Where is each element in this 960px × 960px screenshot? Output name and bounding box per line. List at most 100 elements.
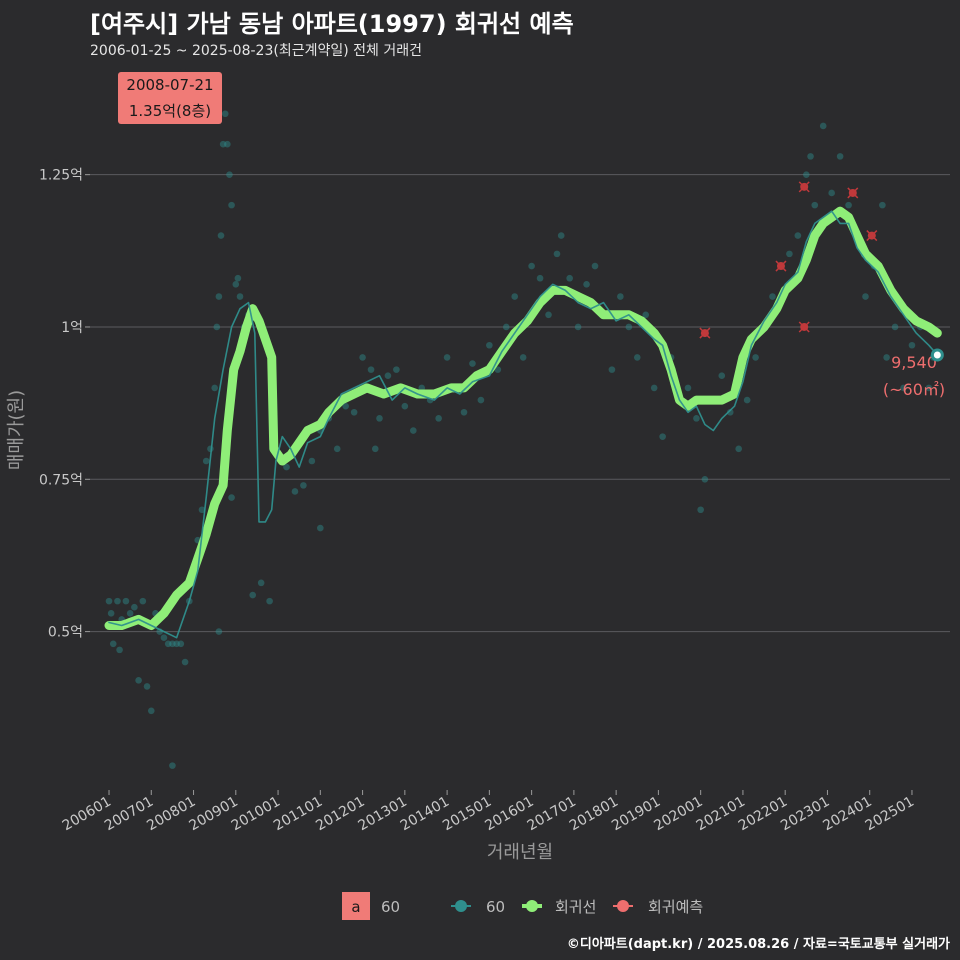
scatter-point xyxy=(198,506,206,514)
x-axis-title: 거래년월 xyxy=(487,842,553,863)
scatter-point xyxy=(769,293,776,300)
legend-regression-icon xyxy=(526,900,538,912)
scatter-point xyxy=(625,323,633,331)
max-annotation-price: 1.35억(8층) xyxy=(129,102,211,120)
scatter-point xyxy=(359,354,366,361)
scatter-point xyxy=(494,366,502,373)
scatter-point xyxy=(234,274,242,282)
scatter-point xyxy=(147,707,155,715)
scatter-point xyxy=(211,384,218,392)
scatter-point xyxy=(900,384,907,392)
x-axis-ticks: 2006012007012008012009012010012011012012… xyxy=(60,790,917,834)
scatter-point xyxy=(342,402,349,410)
scatter-point xyxy=(202,457,210,465)
scatter-point xyxy=(591,262,599,270)
scatter-point xyxy=(684,384,692,392)
scatter-point xyxy=(486,341,493,349)
scatter-point xyxy=(786,250,793,258)
scatter-points xyxy=(105,110,937,769)
last-transaction-point xyxy=(930,348,944,362)
scatter-point xyxy=(376,415,383,422)
legend-prediction-label: 회귀예측 xyxy=(648,898,703,916)
scatter-point xyxy=(583,281,590,288)
scatter-point xyxy=(511,293,519,300)
scatter-point xyxy=(519,354,527,361)
scatter-point xyxy=(828,189,835,197)
max-annotation-box xyxy=(118,72,222,124)
annotations: 2008-07-21 1.35억(8층) 9,540 (~60㎡) xyxy=(118,72,945,399)
scatter-point xyxy=(236,293,244,300)
scatter-point xyxy=(807,153,814,160)
scatter-point xyxy=(803,171,810,178)
source-caption: ©디아파트(dapt.kr) / 2025.08.26 / 자료=국토교통부 실… xyxy=(566,937,950,952)
scatter-point xyxy=(735,445,742,453)
y-axis-ticks: 0.5억 0.75억 1억 1.25억 xyxy=(39,168,90,641)
scatter-point xyxy=(219,140,227,148)
scatter-point xyxy=(794,232,802,239)
scatter-point xyxy=(164,640,172,648)
scatter-point xyxy=(862,293,869,300)
scatter-point xyxy=(114,597,121,605)
scatter-point xyxy=(819,122,827,130)
prediction-cross-mark xyxy=(847,187,859,199)
scatter-point xyxy=(283,463,290,471)
scatter-point xyxy=(169,640,176,648)
scatter-point xyxy=(659,433,666,440)
series-lines xyxy=(104,206,942,639)
scatter-point xyxy=(566,274,573,282)
scatter-point xyxy=(845,201,852,209)
prediction-points xyxy=(699,181,878,339)
legend-regression-label: 회귀선 xyxy=(555,898,596,916)
legend-area-label: 60 xyxy=(381,898,400,916)
scatter-point xyxy=(752,354,759,361)
scatter-point xyxy=(131,603,138,611)
scatter-point xyxy=(139,597,147,605)
x-tick-label: 202501 xyxy=(863,794,917,835)
scatter-point xyxy=(224,140,231,148)
scatter-point xyxy=(126,610,134,617)
scatter-point xyxy=(300,482,307,489)
scatter-point xyxy=(401,402,409,410)
scatter-point xyxy=(257,579,265,587)
scatter-point xyxy=(109,640,117,648)
scatter-point xyxy=(291,488,299,495)
scatter-point xyxy=(743,396,751,404)
scatter-point xyxy=(718,372,726,380)
regression-line xyxy=(104,206,942,630)
chart-subtitle: 2006-01-25 ~ 2025-08-23(최근계약일) 전체 거래건 xyxy=(90,43,422,59)
scatter-point xyxy=(528,262,535,270)
scatter-point xyxy=(650,384,658,392)
legend-prediction-icon xyxy=(617,900,629,912)
scatter-point xyxy=(122,597,130,605)
scatter-point xyxy=(536,274,544,282)
scatter-point xyxy=(883,354,890,361)
scatter-point xyxy=(908,341,916,349)
scatter-point xyxy=(553,250,561,258)
scatter-point xyxy=(701,475,709,483)
scatter-point xyxy=(469,360,476,367)
legend-area-box-letter: a xyxy=(351,898,360,916)
scatter-point xyxy=(502,323,510,331)
y-tick-label: 0.5억 xyxy=(48,625,83,641)
scatter-point xyxy=(177,640,185,648)
scatter-point xyxy=(135,677,142,684)
scatter-point xyxy=(693,415,700,422)
scatter-point xyxy=(169,762,176,769)
scatter-point xyxy=(811,201,819,209)
prediction-cross-mark xyxy=(866,230,878,242)
scatter-point xyxy=(266,597,273,605)
scatter-point xyxy=(435,415,442,422)
scatter-point xyxy=(173,640,180,648)
scatter-point xyxy=(443,354,451,361)
scatter-point xyxy=(232,281,240,288)
y-tick-label: 1.25억 xyxy=(39,168,83,184)
scatter-point xyxy=(836,153,844,160)
scatter-point xyxy=(574,323,582,331)
legend-area-box xyxy=(342,892,370,920)
scatter-point xyxy=(215,628,223,635)
prediction-cross-mark xyxy=(775,260,787,272)
chart-title: [여주시] 가남 동남 아파트(1997) 회귀선 예측 xyxy=(90,10,574,38)
prediction-cross-mark xyxy=(798,181,810,193)
scatter-point xyxy=(215,293,223,300)
